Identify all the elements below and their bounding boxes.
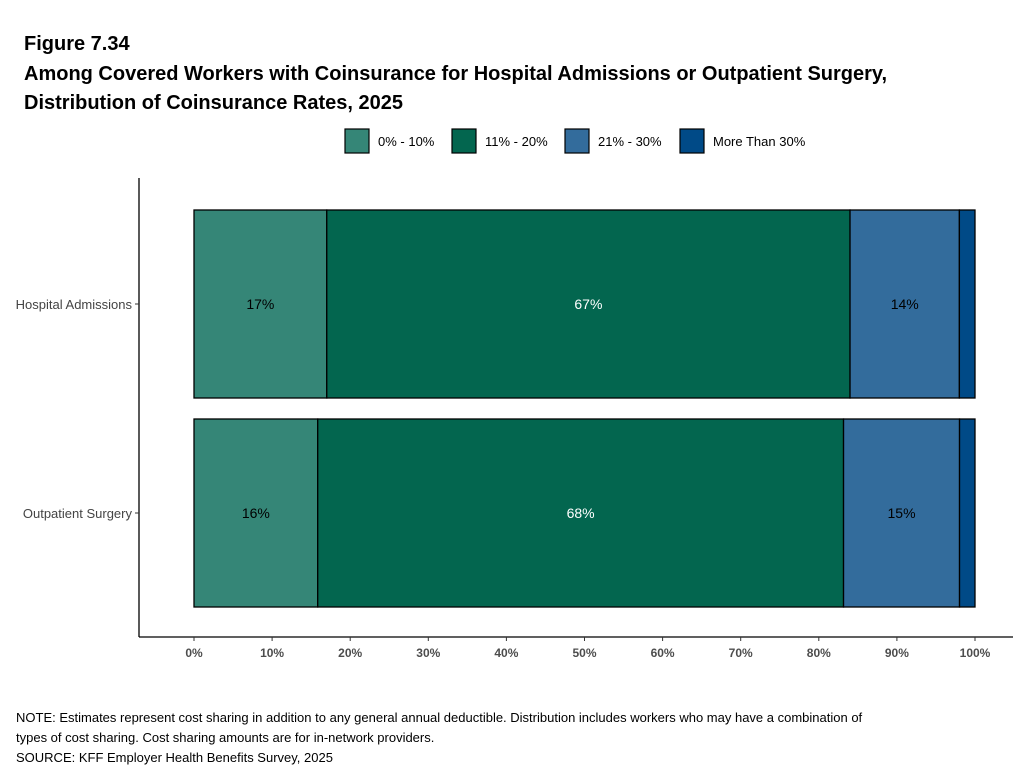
legend-label: 21% - 30%: [598, 134, 662, 149]
x-tick-label: 60%: [651, 646, 675, 660]
x-tick-label: 10%: [260, 646, 284, 660]
bar-segment: [317, 418, 845, 608]
data-label: 16%: [242, 505, 270, 521]
axes: Hospital Admissions Outpatient Surgery 0% 1…: [16, 178, 1013, 660]
bar-segment: [958, 209, 976, 399]
bar-segment: [958, 418, 976, 608]
legend-swatch: [344, 128, 370, 154]
legend: 0% - 10% 11% - 20% 21% - 30% More Than 30%: [344, 128, 806, 154]
x-tick-label: 30%: [416, 646, 440, 660]
source-line: SOURCE: KFF Employer Health Benefits Sur…: [16, 750, 333, 765]
legend-label: 11% - 20%: [485, 134, 548, 149]
x-tick-label: 40%: [494, 646, 518, 660]
x-tick-label: 90%: [885, 646, 909, 660]
bar-segment: [326, 209, 851, 399]
legend-label: 0% - 10%: [378, 134, 435, 149]
legend-swatch: [679, 128, 705, 154]
x-tick-label: 70%: [729, 646, 753, 660]
bar-segment: [842, 418, 961, 608]
bar-segment: [193, 418, 319, 608]
data-label: 17%: [246, 296, 274, 312]
x-tick-label: 0%: [185, 646, 203, 660]
chart-title-line-2: Distribution of Coinsurance Rates, 2025: [24, 92, 403, 114]
chart-title-line-1: Among Covered Workers with Coinsurance f…: [24, 63, 887, 85]
legend-swatch: [564, 128, 590, 154]
data-label: 67%: [574, 296, 602, 312]
data-label: 14%: [891, 296, 919, 312]
y-tick-label: Outpatient Surgery: [23, 506, 133, 521]
note-line-1: NOTE: Estimates represent cost sharing i…: [16, 710, 863, 725]
figure-label: Figure 7.34: [24, 33, 130, 55]
legend-label: More Than 30%: [713, 134, 806, 149]
data-label: 68%: [567, 505, 595, 521]
bars: 17% 67% 14% 16% 68% 15%: [193, 209, 976, 608]
x-tick-label: 20%: [338, 646, 362, 660]
y-tick-label: Hospital Admissions: [16, 297, 133, 312]
data-label: 15%: [888, 505, 916, 521]
x-tick-label: 50%: [572, 646, 596, 660]
bar-segment: [849, 209, 961, 399]
note-line-2: types of cost sharing. Cost sharing amou…: [16, 730, 435, 745]
bar-segment: [193, 209, 328, 399]
x-tick-label: 100%: [960, 646, 991, 660]
x-tick-label: 80%: [807, 646, 831, 660]
legend-swatch: [451, 128, 477, 154]
